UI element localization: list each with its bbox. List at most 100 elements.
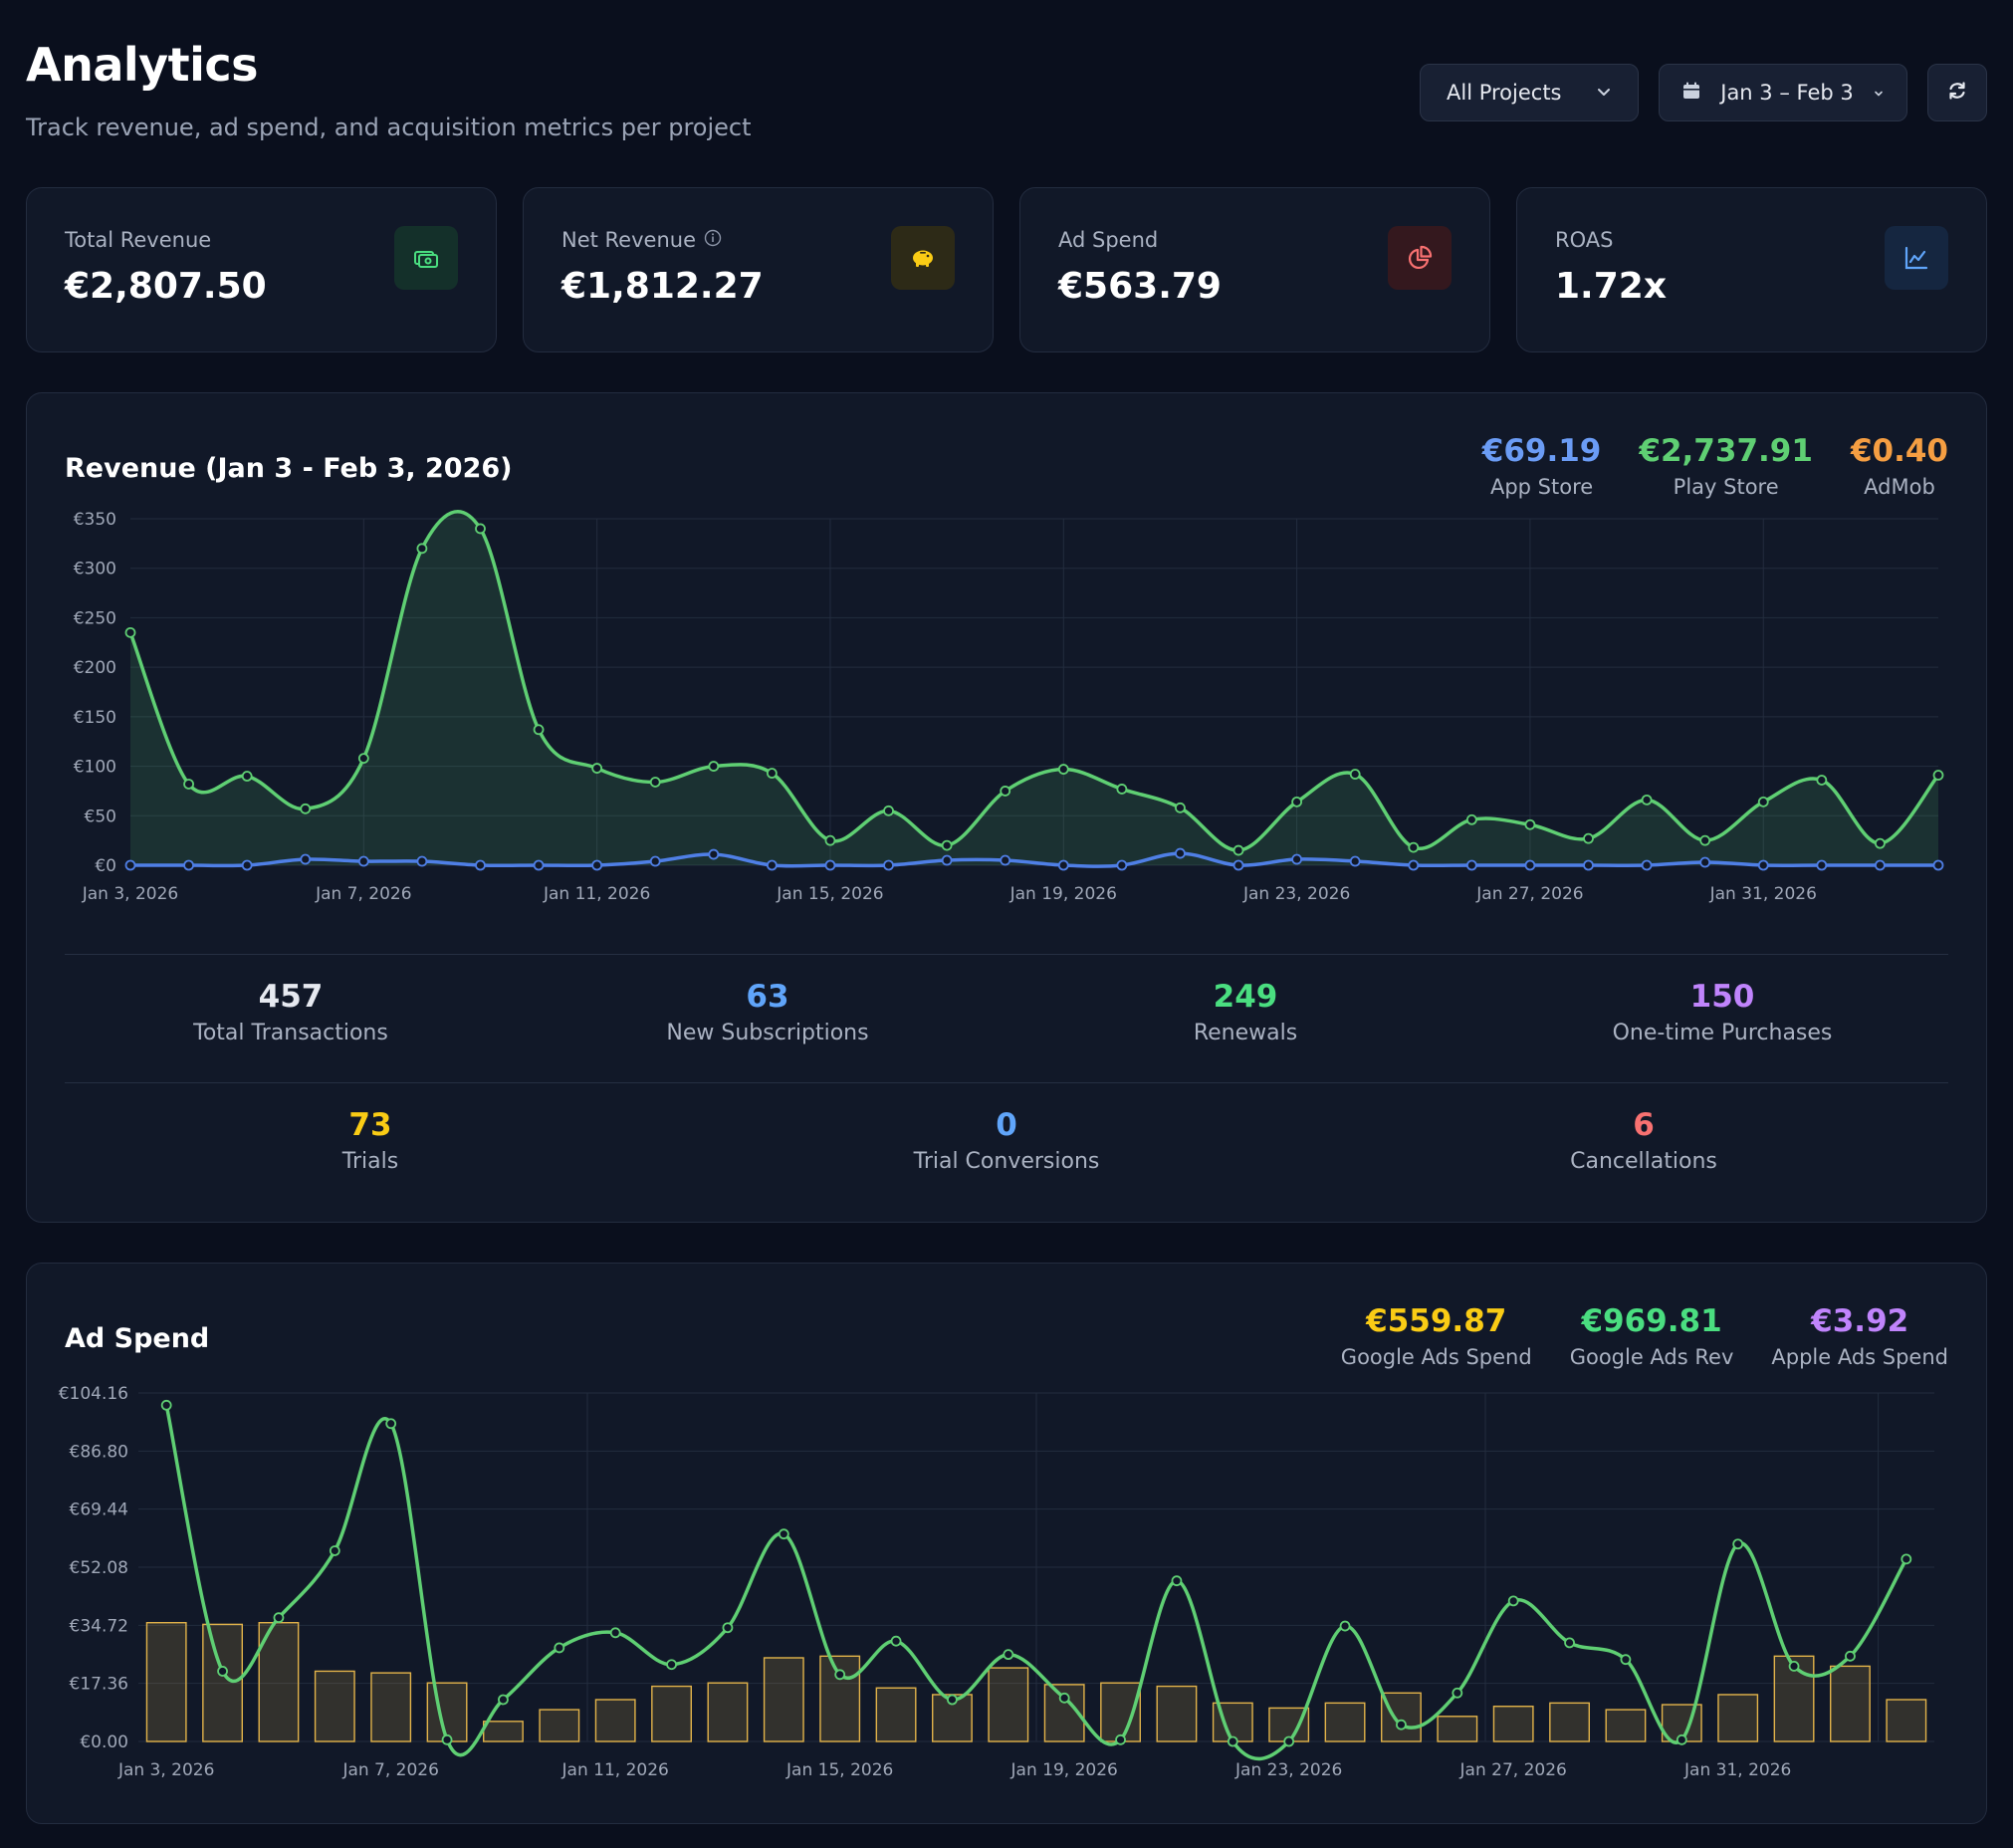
x-tick-label: Jan 19, 2026 [1009, 884, 1117, 904]
ad-spend-title: Ad Spend [65, 1323, 210, 1354]
data-point [1875, 859, 1886, 871]
bar [426, 1682, 468, 1742]
data-point [766, 859, 778, 871]
revenue-panel: Revenue (Jan 3 - Feb 3, 2026) €69.19 App… [26, 392, 1987, 1223]
stat-label: Google Ads Rev [1569, 1345, 1734, 1369]
date-range-value: Jan 3 – Feb 3 [1720, 81, 1854, 105]
chevron-down-icon [1596, 81, 1612, 105]
bar [370, 1672, 412, 1742]
bar [763, 1657, 804, 1742]
data-point [591, 859, 603, 871]
ad-spend-chart: €104.16 €86.80 €69.44 €52.08 €34.72 €17.36 €0.… [59, 1384, 1934, 1780]
data-point [1875, 837, 1886, 849]
x-tick-label: Jan 7, 2026 [315, 884, 412, 904]
bar [1156, 1685, 1198, 1742]
y-tick-label: €34.72 [70, 1616, 128, 1636]
project-select[interactable]: All Projects [1420, 64, 1639, 121]
x-tick-label: Jan 31, 2026 [1709, 884, 1817, 904]
date-range-picker[interactable]: Jan 3 – Feb 3 [1659, 64, 1907, 121]
metric-label: Renewals [1193, 1021, 1298, 1045]
metric-label: One-time Purchases [1612, 1021, 1833, 1045]
data-point [475, 859, 486, 871]
y-tick-label: €300 [74, 560, 116, 579]
data-point [441, 1733, 453, 1745]
data-point [1349, 769, 1361, 780]
metric-label: Total Transactions [193, 1021, 388, 1045]
y-tick-label: €250 [74, 608, 116, 628]
data-point [1465, 859, 1477, 871]
metric-new-subscriptions: 63 New Subscriptions [568, 979, 967, 1045]
bar [819, 1655, 861, 1742]
bar [202, 1623, 243, 1742]
data-point [1932, 770, 1944, 781]
data-point [1641, 859, 1653, 871]
data-point [1816, 775, 1828, 786]
data-point [1115, 1733, 1126, 1745]
data-point [416, 543, 428, 555]
data-point [666, 1659, 677, 1671]
metric-value: 73 [348, 1107, 392, 1143]
x-tick-label: Jan 31, 2026 [1683, 1760, 1791, 1780]
stat-value: €3.92 [1811, 1303, 1909, 1339]
x-tick-label: Jan 3, 2026 [117, 1760, 215, 1780]
x-tick-label: Jan 23, 2026 [1234, 1760, 1342, 1780]
data-point [241, 771, 253, 782]
data-point [1116, 859, 1128, 871]
data-point [883, 805, 894, 816]
piggy-bank-icon [891, 226, 955, 290]
stat-value: €969.81 [1581, 1303, 1722, 1339]
data-point [1171, 1575, 1183, 1587]
stat-value: €559.87 [1366, 1303, 1507, 1339]
ad-spend-panel: Ad Spend €559.87 Google Ads Spend €969.8… [26, 1263, 1987, 1824]
ad-spend-stats: €559.87 Google Ads Spend €969.81 Google … [1341, 1303, 1948, 1369]
header-controls: All Projects Jan 3 – Feb 3 [1420, 64, 1987, 121]
info-icon[interactable] [704, 228, 722, 252]
metric-trial-conversions: 0 Trial Conversions [807, 1107, 1206, 1174]
x-tick-label: Jan 11, 2026 [561, 1760, 669, 1780]
metric-renewals: 249 Renewals [1046, 979, 1445, 1045]
data-point [1349, 855, 1361, 867]
kpi-card-net-revenue: Net Revenue €1,812.27 [523, 187, 994, 352]
data-point [183, 859, 194, 871]
bar [145, 1622, 187, 1742]
y-tick-label: €0.00 [80, 1732, 128, 1752]
kpi-value: 1.72x [1555, 266, 1668, 307]
data-point [834, 1669, 846, 1681]
stat-value: €69.19 [1481, 433, 1602, 469]
metric-total-transactions: 457 Total Transactions [92, 979, 490, 1045]
data-point [1232, 859, 1244, 871]
bar [875, 1687, 917, 1742]
data-point [941, 854, 953, 866]
data-point [609, 1627, 621, 1639]
metric-value: 150 [1689, 979, 1755, 1015]
data-point [1757, 796, 1769, 808]
data-point [708, 848, 720, 860]
kpi-value: €2,807.50 [65, 266, 267, 307]
data-point [778, 1528, 789, 1540]
divider [65, 954, 1948, 955]
x-tick-label: Jan 3, 2026 [82, 884, 179, 904]
bar [314, 1670, 355, 1742]
metric-cancellations: 6 Cancellations [1445, 1107, 1843, 1174]
x-tick-label: Jan 23, 2026 [1242, 884, 1350, 904]
data-point [766, 768, 778, 779]
pie-chart-icon [1388, 226, 1452, 290]
bar [1324, 1702, 1366, 1742]
bar [1830, 1665, 1871, 1742]
y-tick-label: €17.36 [70, 1675, 128, 1695]
data-point [708, 761, 720, 772]
stat-label: Apple Ads Spend [1771, 1345, 1948, 1369]
y-tick-label: €86.80 [70, 1442, 128, 1462]
kpi-label-text: Net Revenue [561, 228, 696, 252]
data-point [183, 779, 194, 790]
stat-label: Play Store [1673, 475, 1779, 499]
data-point [1757, 859, 1769, 871]
refresh-button[interactable] [1927, 64, 1987, 121]
data-point [273, 1612, 285, 1624]
page-header: Analytics Track revenue, ad spend, and a… [26, 38, 752, 141]
data-point [1396, 1719, 1407, 1731]
data-point [1583, 859, 1594, 871]
kpi-label-text: ROAS [1555, 228, 1614, 252]
y-tick-label: €150 [74, 708, 116, 728]
stat-value: €0.40 [1850, 433, 1948, 469]
